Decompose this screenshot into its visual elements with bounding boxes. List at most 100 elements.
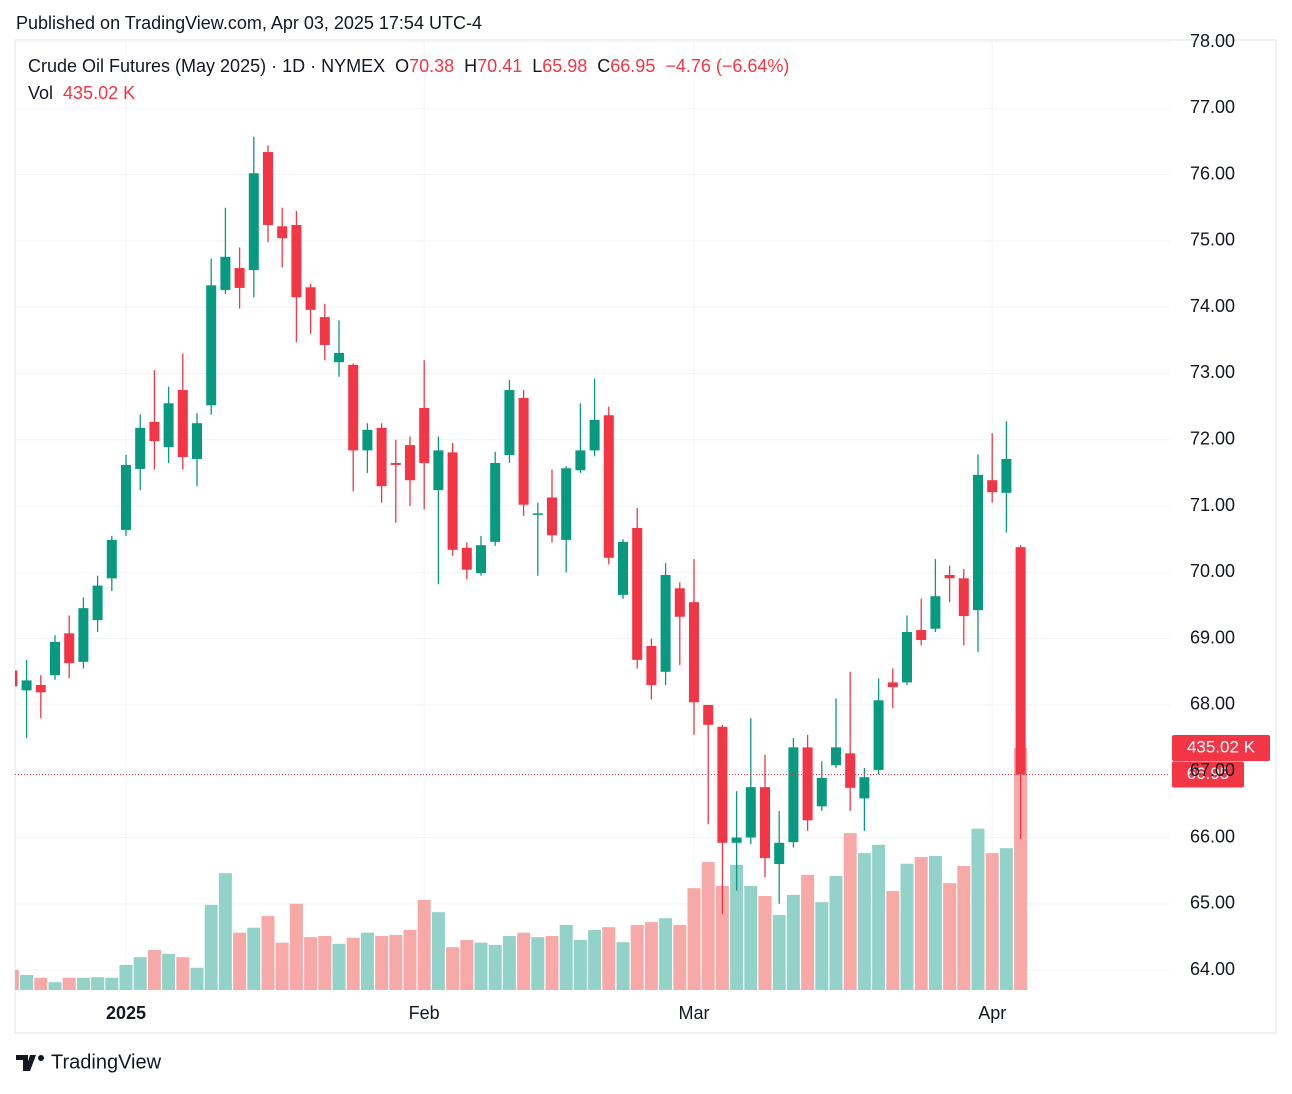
candle-body [845, 753, 856, 788]
x-tick-label: Apr [978, 1003, 1006, 1023]
volume-bar [914, 857, 928, 990]
candle-body [461, 547, 472, 570]
volume-bar [801, 874, 815, 990]
volume-bar [772, 914, 786, 990]
volume-bar [247, 927, 261, 990]
candle-body [603, 415, 614, 558]
volume-bar [318, 936, 332, 990]
published: Published on TradingView.com, Apr 03, 20… [16, 13, 482, 33]
candle-body [405, 445, 415, 481]
candle-body [177, 390, 188, 457]
brand-logo-dot [38, 1055, 44, 1061]
volume-bar [659, 918, 673, 990]
candle-body [831, 747, 841, 766]
candle-body [50, 641, 60, 676]
candle-body [78, 608, 89, 662]
volume-legend-title: Vol [28, 83, 53, 103]
volume-bar [573, 939, 587, 990]
volume-bar [673, 924, 687, 990]
candle-body [234, 268, 245, 288]
candle-body [902, 632, 912, 683]
volume-bar [233, 932, 247, 990]
candle-body [490, 462, 501, 542]
volume-bar [190, 967, 204, 990]
candle-body [15, 670, 18, 687]
candle-body [206, 285, 217, 406]
volume-bar [900, 863, 914, 990]
candle-body [774, 842, 785, 865]
volume-bar [431, 912, 445, 990]
candle-body [447, 452, 458, 550]
y-tick-label: 69.00 [1190, 627, 1235, 647]
candle-body [1015, 547, 1026, 775]
candle-body [419, 407, 430, 463]
candle-body [547, 497, 557, 536]
candle-body [944, 575, 955, 579]
candle-body [35, 685, 46, 693]
volume-bar [985, 853, 999, 990]
candle-body [192, 423, 202, 459]
volume-price-box [1172, 735, 1270, 762]
volume-bar [62, 977, 76, 990]
candle-body [618, 541, 628, 595]
volume-bar [15, 969, 19, 990]
volume-bar [943, 883, 957, 990]
volume-bar [559, 924, 573, 990]
volume-bar [304, 937, 318, 990]
candle-body [760, 787, 770, 859]
legend-key: L [532, 56, 542, 76]
volume-bar [403, 929, 417, 990]
volume-bar [105, 977, 119, 990]
candle-body [121, 464, 131, 530]
candle-body [689, 602, 699, 703]
volume-bar [204, 904, 218, 990]
volume-bar [375, 936, 389, 990]
volume-bar [886, 890, 900, 990]
volume-bar [957, 865, 971, 990]
volume-bar [389, 934, 403, 990]
volume-bar [76, 977, 90, 990]
candle-body [717, 726, 728, 843]
volume-bar [162, 953, 176, 990]
candle-body [21, 680, 32, 691]
overlay: 435.02 K 66.95 Crude Oil Futures (May 2025… [28, 56, 1270, 788]
volume-bar [602, 927, 616, 990]
volume-bar [460, 939, 474, 990]
y-tick-label: 71.00 [1190, 495, 1235, 515]
y-tick-label: 64.00 [1190, 959, 1235, 979]
volume-bar [20, 974, 34, 990]
volume-bar [517, 932, 531, 990]
candle-body [632, 527, 643, 660]
volume-bar [730, 864, 744, 990]
candle-body [291, 224, 302, 298]
candle-body [163, 403, 174, 448]
volume-bar [616, 942, 630, 990]
candle-body [362, 429, 373, 451]
volume-bar [119, 964, 133, 990]
volume-bar [786, 894, 800, 990]
x-tick-label: Mar [679, 1003, 710, 1023]
volume-bar [275, 942, 289, 990]
brand: TradingView [16, 1051, 162, 1073]
candle-body [816, 777, 827, 807]
candle-body [973, 474, 983, 611]
candle-body [518, 397, 529, 505]
candle-body [348, 364, 359, 451]
candle-body [135, 427, 146, 469]
last-price-label: 66.95 [1187, 764, 1230, 783]
candle-body [263, 152, 273, 225]
volume-bar [360, 932, 374, 990]
y-tick-label: 67.00 [1190, 760, 1235, 780]
volume-bar [843, 833, 857, 990]
y-tick-label: 76.00 [1190, 163, 1235, 183]
y-tick-label: 68.00 [1190, 694, 1235, 714]
volume-bar [34, 977, 48, 990]
x-tick-label: 2025 [106, 1003, 146, 1023]
candle-body [220, 256, 231, 290]
volume-bar [644, 922, 658, 990]
candle-body [745, 787, 756, 838]
candle-body [788, 747, 799, 843]
volume-bar [588, 929, 602, 990]
x-tick-label: Feb [409, 1003, 440, 1023]
